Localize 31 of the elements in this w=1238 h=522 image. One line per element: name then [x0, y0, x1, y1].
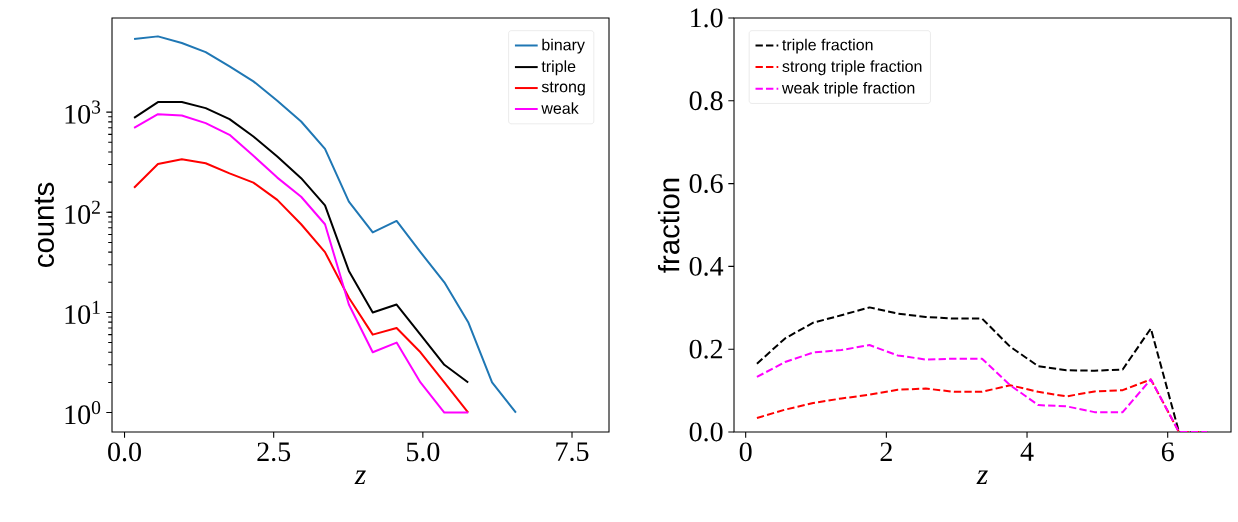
legend-label: strong triple fraction: [782, 60, 922, 76]
x-tick-label: 2.5: [257, 442, 291, 462]
y-tick-label: 0.4: [689, 256, 724, 276]
legend-label: strong: [541, 81, 585, 96]
y-tick-label: 10$^{1}$: [65, 300, 100, 325]
x-tick-label: 5.0: [406, 442, 440, 462]
y-axis-title: counts: [34, 182, 54, 267]
y-tick-label: 0.6: [689, 174, 723, 194]
legend-label: triple fraction: [782, 38, 873, 54]
y-tick-label: 10$^{0}$: [65, 400, 101, 425]
y-tick-label: 10$^{2}$: [65, 200, 100, 224]
line-series: [133, 35, 517, 414]
y-axis-title: fraction: [657, 178, 680, 273]
line-series: [755, 344, 1209, 432]
legend-label: triple: [541, 60, 576, 76]
y-tick-label: 1.0: [691, 8, 723, 28]
x-tick-label: 4: [1020, 442, 1034, 461]
x-axis-title: z: [354, 470, 366, 485]
x-tick-label: 6: [1161, 442, 1174, 462]
y-tick-label: 10$^{3}$: [65, 100, 101, 124]
x-axis-title: z: [976, 470, 988, 484]
x-tick-label: 0.0: [108, 442, 141, 462]
legend-label: weak: [541, 102, 579, 114]
y-tick-label: 0.2: [689, 339, 723, 359]
x-tick-label: 7.5: [556, 442, 589, 462]
y-tick-label: 0.0: [689, 422, 723, 442]
x-tick-label: 2: [880, 442, 892, 461]
x-tick-label: 0: [739, 442, 752, 462]
y-tick-label: 0.8: [689, 91, 723, 111]
legend-label: binary: [542, 38, 585, 54]
legend-label: weak triple fraction: [781, 81, 915, 97]
